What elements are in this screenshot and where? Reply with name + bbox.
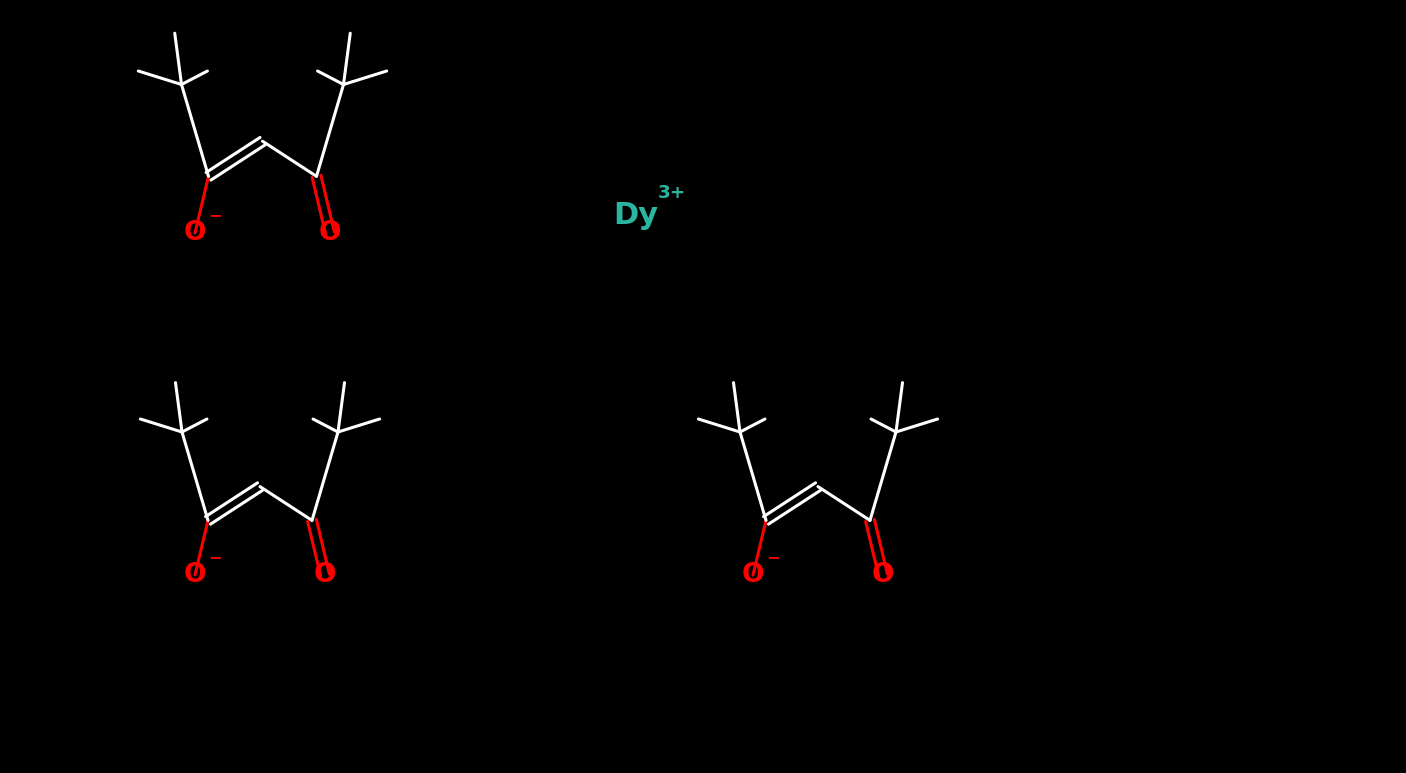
Text: 3+: 3+ (658, 184, 686, 202)
Text: Dy: Dy (613, 200, 658, 230)
Text: O: O (314, 562, 336, 588)
Text: O: O (742, 562, 765, 588)
Text: O: O (319, 220, 342, 246)
Text: −: − (208, 208, 222, 223)
Text: −: − (208, 550, 222, 565)
Text: −: − (766, 550, 780, 565)
Text: O: O (184, 562, 207, 588)
Text: O: O (872, 562, 894, 588)
Text: O: O (184, 220, 207, 246)
